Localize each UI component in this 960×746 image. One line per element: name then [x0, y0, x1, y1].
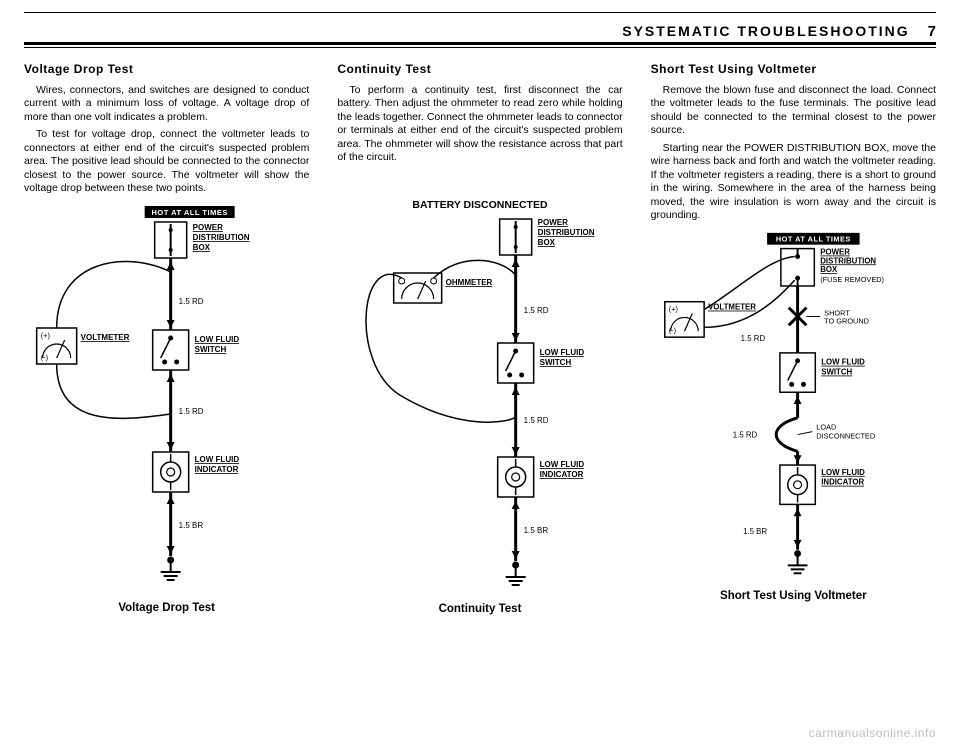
svg-text:POWER: POWER — [820, 248, 850, 257]
right-figure: HOT AT ALL TIMES POWER DISTRIBUTION BOX … — [651, 226, 936, 588]
left-title: Voltage Drop Test — [24, 62, 309, 76]
continuity-diagram: POWER DISTRIBUTION BOX 1.5 RD OHMMETER — [337, 213, 622, 601]
svg-text:VOLTMETER: VOLTMETER — [81, 333, 130, 342]
left-column: Voltage Drop Test Wires, connectors, and… — [24, 62, 309, 615]
svg-text:INDICATOR: INDICATOR — [821, 478, 864, 487]
svg-text:(FUSE REMOVED): (FUSE REMOVED) — [820, 275, 884, 284]
top-rule-1 — [24, 12, 936, 13]
svg-text:DISTRIBUTION: DISTRIBUTION — [820, 257, 876, 266]
header-rule-thin — [24, 47, 936, 48]
svg-text:1.5 BR: 1.5 BR — [524, 526, 549, 535]
svg-text:INDICATOR: INDICATOR — [195, 465, 239, 474]
right-para-2: Starting near the POWER DISTRIBUTION BOX… — [651, 142, 936, 223]
svg-text:1.5 RD: 1.5 RD — [732, 431, 757, 440]
svg-text:SWITCH: SWITCH — [195, 345, 227, 354]
svg-text:BOX: BOX — [538, 238, 556, 247]
svg-text:OHMMETER: OHMMETER — [446, 278, 493, 287]
header-page-number: 7 — [928, 23, 936, 40]
svg-text:POWER: POWER — [538, 218, 568, 227]
header-title: SYSTEMATIC TROUBLESHOOTING — [622, 23, 909, 39]
svg-text:LOW FLUID: LOW FLUID — [821, 358, 865, 367]
svg-text:LOW FLUID: LOW FLUID — [821, 468, 865, 477]
right-column: Short Test Using Voltmeter Remove the bl… — [651, 62, 936, 615]
middle-figure: POWER DISTRIBUTION BOX 1.5 RD OHMMETER — [337, 213, 622, 601]
page: SYSTEMATIC TROUBLESHOOTING 7 Voltage Dro… — [0, 0, 960, 746]
svg-text:LOW FLUID: LOW FLUID — [540, 460, 585, 469]
header-rule-thick — [24, 42, 936, 45]
left-figure: HOT AT ALL TIMES POWER DISTRIBUTION BOX … — [24, 200, 309, 600]
svg-text:BOX: BOX — [820, 266, 838, 275]
middle-para-1: To perform a continuity test, first disc… — [337, 84, 622, 165]
svg-text:LOAD: LOAD — [816, 423, 836, 432]
svg-text:DISTRIBUTION: DISTRIBUTION — [193, 233, 250, 242]
svg-text:SWITCH: SWITCH — [821, 368, 852, 377]
svg-text:1.5 BR: 1.5 BR — [743, 527, 767, 536]
svg-text:DISTRIBUTION: DISTRIBUTION — [538, 228, 595, 237]
watermark: carmanualsonline.info — [809, 726, 936, 740]
svg-text:(+): (+) — [668, 305, 677, 314]
right-title: Short Test Using Voltmeter — [651, 62, 936, 76]
svg-text:LOW FLUID: LOW FLUID — [195, 335, 240, 344]
left-figure-caption: Voltage Drop Test — [24, 602, 309, 614]
left-para-2: To test for voltage drop, connect the vo… — [24, 128, 309, 195]
battery-disconnected-label: BATTERY DISCONNECTED — [337, 199, 622, 211]
svg-text:1.5 BR: 1.5 BR — [179, 521, 204, 530]
middle-column: Continuity Test To perform a continuity … — [337, 62, 622, 615]
svg-text:(-): (-) — [668, 327, 675, 336]
svg-text:SWITCH: SWITCH — [540, 358, 572, 367]
svg-text:HOT AT ALL TIMES: HOT AT ALL TIMES — [152, 208, 228, 217]
header-row: SYSTEMATIC TROUBLESHOOTING 7 — [24, 23, 936, 40]
voltage-drop-diagram: HOT AT ALL TIMES POWER DISTRIBUTION BOX … — [24, 200, 309, 600]
svg-text:(-): (-) — [41, 353, 49, 362]
left-para-1: Wires, connectors, and switches are desi… — [24, 84, 309, 124]
svg-text:1.5 RD: 1.5 RD — [740, 334, 765, 343]
svg-text:1.5 RD: 1.5 RD — [179, 407, 204, 416]
middle-title: Continuity Test — [337, 62, 622, 76]
right-figure-caption: Short Test Using Voltmeter — [651, 590, 936, 602]
svg-text:1.5 RD: 1.5 RD — [524, 416, 549, 425]
svg-text:LOW FLUID: LOW FLUID — [540, 348, 585, 357]
middle-figure-caption: Continuity Test — [337, 603, 622, 615]
svg-text:TO GROUND: TO GROUND — [824, 317, 869, 326]
svg-text:POWER: POWER — [193, 223, 223, 232]
svg-text:(+): (+) — [41, 331, 51, 340]
short-test-diagram: HOT AT ALL TIMES POWER DISTRIBUTION BOX … — [651, 226, 936, 588]
svg-text:VOLTMETER: VOLTMETER — [708, 303, 756, 312]
right-para-1: Remove the blown fuse and disconnect the… — [651, 84, 936, 138]
svg-text:1.5 RD: 1.5 RD — [524, 306, 549, 315]
svg-text:LOW FLUID: LOW FLUID — [195, 455, 240, 464]
svg-text:DISCONNECTED: DISCONNECTED — [816, 432, 875, 441]
svg-text:BOX: BOX — [193, 243, 211, 252]
svg-text:INDICATOR: INDICATOR — [540, 470, 584, 479]
svg-text:1.5 RD: 1.5 RD — [179, 297, 204, 306]
svg-text:HOT AT ALL TIMES: HOT AT ALL TIMES — [776, 235, 851, 244]
columns: Voltage Drop Test Wires, connectors, and… — [24, 62, 936, 615]
